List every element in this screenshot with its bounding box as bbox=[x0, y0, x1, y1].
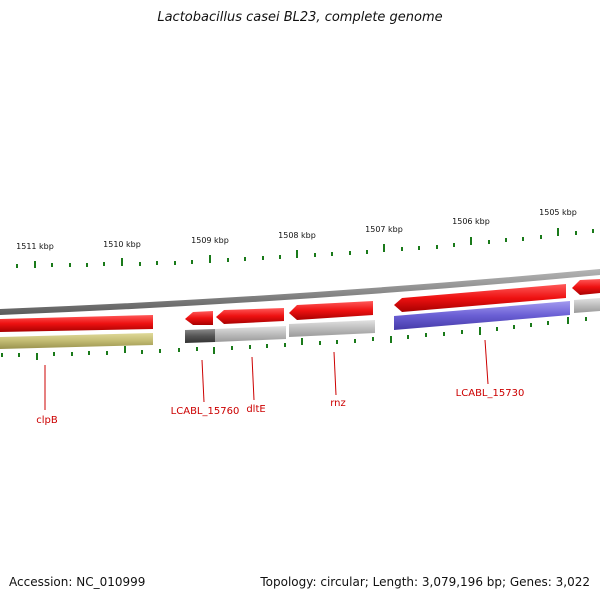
outer-tick-marks bbox=[16, 228, 594, 268]
genome-backbone bbox=[0, 269, 600, 315]
gene-forward-arrow-3[interactable] bbox=[289, 301, 373, 320]
gene-LCABL_15760-track[interactable] bbox=[185, 329, 215, 343]
gene-clpB-forward[interactable] bbox=[0, 315, 153, 332]
gene-forward-arrow-2[interactable] bbox=[216, 308, 284, 324]
gene-forward-arrow-1[interactable] bbox=[185, 311, 213, 325]
gene-label-clpB: clpB bbox=[36, 415, 58, 426]
gene-clpB-track[interactable] bbox=[0, 333, 153, 349]
gene-forward-arrow-5[interactable] bbox=[572, 279, 600, 295]
gene-label-LCABL_15730: LCABL_15730 bbox=[456, 388, 525, 399]
scale-label-1505: 1505 kbp bbox=[539, 208, 577, 217]
scale-label-1509: 1509 kbp bbox=[191, 236, 229, 245]
gene-gray-track-end[interactable] bbox=[574, 298, 600, 313]
inner-tick-marks bbox=[1, 317, 587, 360]
gene-label-rnz: rnz bbox=[330, 398, 346, 409]
accession-text: Accession: NC_010999 bbox=[9, 575, 146, 589]
scale-label-1507: 1507 kbp bbox=[365, 225, 403, 234]
gene-dltE-track[interactable] bbox=[215, 326, 286, 342]
gene-LCABL_15730-track[interactable] bbox=[394, 301, 570, 330]
genome-summary-text: Topology: circular; Length: 3,079,196 bp… bbox=[260, 575, 590, 589]
label-leader-lines bbox=[44, 339, 489, 410]
scale-label-1510: 1510 kbp bbox=[103, 240, 141, 249]
forward-strand-features bbox=[0, 279, 600, 332]
gene-rnz-track[interactable] bbox=[289, 320, 375, 337]
scale-label-1508: 1508 kbp bbox=[278, 231, 316, 240]
reverse-strand-features bbox=[0, 298, 600, 349]
gene-forward-arrow-4[interactable] bbox=[394, 284, 566, 312]
gene-label-dltE: dltE bbox=[246, 404, 265, 415]
scale-label-1511: 1511 kbp bbox=[16, 242, 54, 251]
scale-label-1506: 1506 kbp bbox=[452, 217, 490, 226]
map-title: Lactobacillus casei BL23, complete genom… bbox=[157, 10, 443, 25]
gene-label-LCABL_15760: LCABL_15760 bbox=[171, 406, 240, 417]
